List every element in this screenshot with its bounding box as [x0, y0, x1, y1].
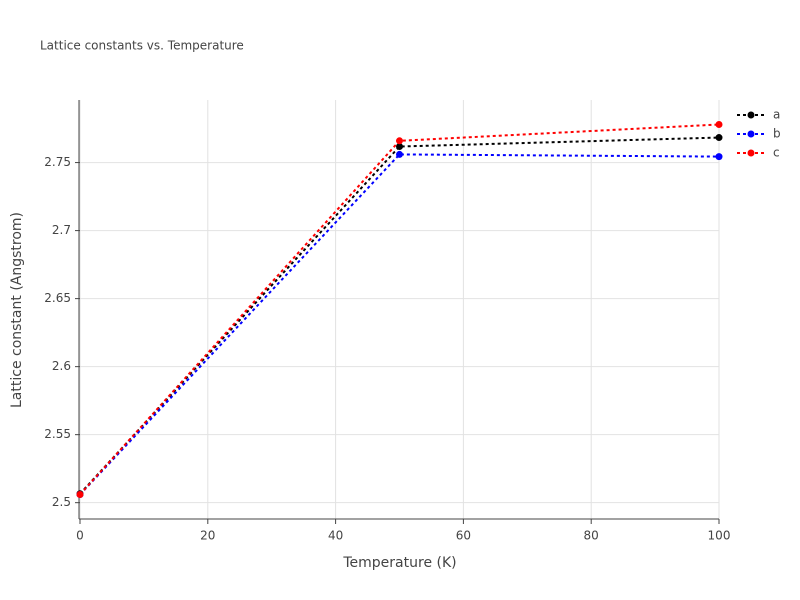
y-tick-label: 2.6: [52, 359, 71, 373]
y-tick-label: 2.75: [44, 155, 71, 169]
y-tick-label: 2.65: [44, 291, 71, 305]
data-point: [715, 134, 723, 142]
y-tick-label: 2.55: [44, 427, 71, 441]
legend-label: b: [773, 127, 781, 141]
x-tick-label: 0: [76, 529, 84, 543]
legend-marker: [747, 111, 755, 119]
data-point: [396, 150, 403, 158]
data-point: [396, 143, 403, 151]
legend-marker: [747, 149, 755, 157]
x-tick-label: 100: [708, 529, 731, 543]
chart-title: Lattice constants vs. Temperature: [40, 39, 244, 53]
series-line: [79, 153, 720, 496]
x-tick-label: 80: [584, 529, 599, 543]
series-line: [79, 136, 720, 495]
x-tick-label: 20: [200, 529, 215, 543]
data-point: [76, 491, 84, 499]
legend-marker: [747, 130, 755, 138]
x-tick-label: 60: [456, 529, 471, 543]
y-axis-title: Lattice constant (Angstrom): [9, 212, 25, 408]
data-point: [396, 137, 403, 145]
x-tick-label: 40: [328, 529, 343, 543]
legend-label: c: [773, 146, 780, 160]
legend-label: a: [773, 108, 780, 122]
data-point: [715, 120, 723, 128]
series-line: [79, 123, 720, 496]
data-point: [715, 153, 723, 161]
y-tick-label: 2.7: [52, 223, 71, 237]
x-axis-title: Temperature (K): [342, 555, 456, 571]
y-tick-label: 2.5: [52, 495, 71, 509]
